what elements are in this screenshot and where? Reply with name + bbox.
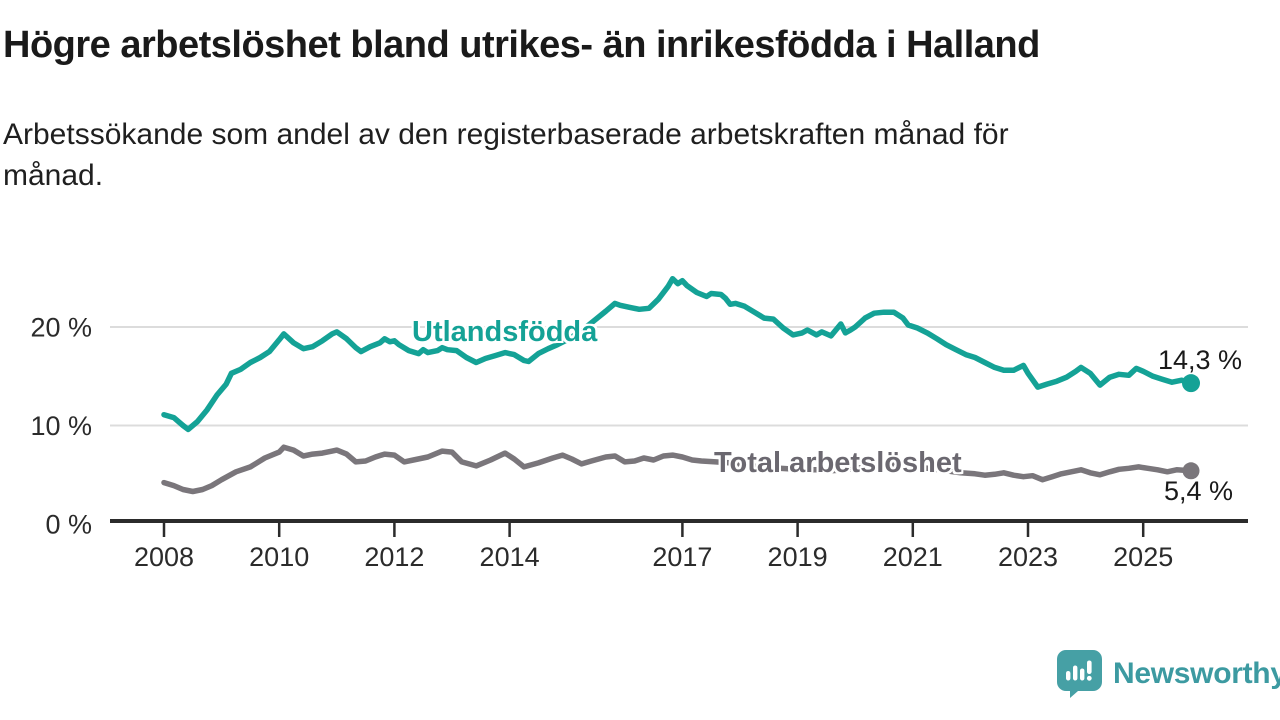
y-axis-label: 0 % [45, 510, 92, 540]
x-axis-label: 2023 [998, 542, 1058, 572]
series-end-dot-total-arbetsloshet [1182, 462, 1200, 480]
chart-title: Högre arbetslöshet bland utrikes- än inr… [3, 24, 1040, 66]
line-chart-canvas: 2008 2010 2012 2014 2017 2019 2021 2023 2025 0 % 1… [30, 275, 1248, 572]
series-end-dot-utlandsfodda [1182, 374, 1201, 393]
x-axis-label: 2019 [768, 542, 828, 572]
logo-bar-chart-glyph [1066, 660, 1092, 681]
newsworthy-logo-text: Newsworthy [1113, 656, 1280, 690]
series-line-utlandsfodda [161, 275, 1194, 433]
x-axis-label: 2014 [480, 542, 540, 572]
x-axis-label: 2010 [249, 542, 309, 572]
logo-speech-bubble [1057, 650, 1102, 698]
y-axis-label: 20 % [30, 313, 92, 343]
x-axis-label: 2021 [883, 542, 943, 572]
x-axis-label: 2008 [134, 542, 194, 572]
series-line-total-arbetsloshet [161, 444, 1194, 495]
end-value-label-total: 5,4 % [1164, 476, 1234, 506]
x-axis-label: 2012 [364, 542, 424, 572]
y-axis-label: 10 % [30, 411, 92, 441]
chart-subtitle: Arbetssökande som andel av den registerb… [3, 118, 1009, 193]
series-label-total-arbetsloshet: Total arbetslöshet [714, 447, 962, 479]
x-axis-label: 2025 [1113, 542, 1173, 572]
newsworthy-logo: Newsworthy [1056, 649, 1280, 698]
end-value-label-utlandsfodda: 14,3 % [1158, 345, 1243, 375]
series-label-utlandsfodda: Utlandsfödda [412, 316, 598, 348]
newsworthy-logo-icon [1057, 650, 1102, 698]
x-axis-label: 2017 [652, 542, 712, 572]
